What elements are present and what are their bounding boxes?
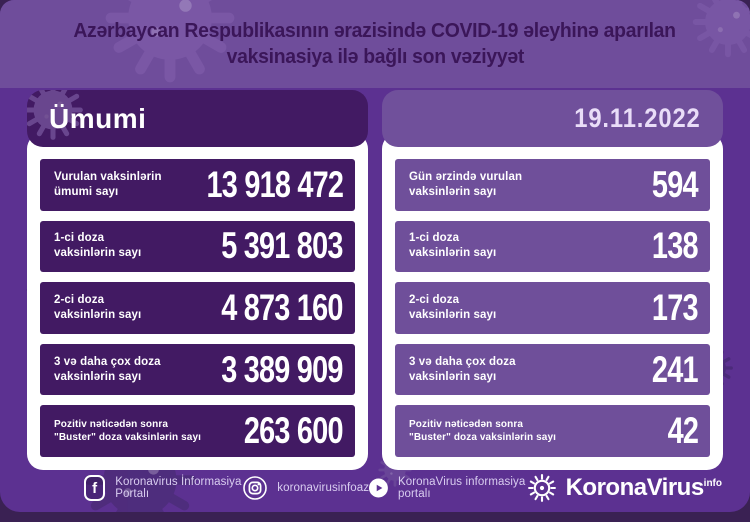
stat-row-total-vaccines: Vurulan vaksinlərin ümumi sayı 13 918 472	[40, 159, 355, 211]
stat-label: 3 və daha çox doza vaksinlərin sayı	[409, 355, 516, 383]
koronavirus-info-logo[interactable]: KoronaVirusinfo	[527, 473, 722, 503]
facebook-link[interactable]: f Koronavirus İnformasiya Portalı	[84, 475, 243, 501]
totals-card-body: Vurulan vaksinlərin ümumi sayı 13 918 472…	[27, 133, 368, 470]
stat-row-third-dose: 3 və daha çox doza vaksinlərin sayı 3 389…	[40, 343, 355, 396]
stat-label: Gün ərzində vurulan vaksinlərin sayı	[409, 170, 523, 198]
stat-row-daily-vaccines: Gün ərzində vurulan vaksinlərin sayı 594	[395, 159, 710, 211]
stat-label: Vurulan vaksinlərin ümumi sayı	[54, 170, 162, 198]
totals-card-header: Ümumi	[27, 90, 368, 147]
daily-card-header: 19.11.2022	[382, 90, 723, 147]
stat-value: 241	[652, 348, 699, 390]
stat-value: 3 389 909	[221, 348, 344, 390]
page-title-line-2: vaksinasiya ilə bağlı son vəziyyət	[226, 46, 524, 68]
facebook-label: Koronavirus İnformasiya Portalı	[115, 476, 242, 500]
stat-label: 2-ci doza vaksinlərin sayı	[54, 294, 142, 321]
logo-text: KoronaVirusinfo	[565, 474, 722, 501]
page-title-line-1: Azərbaycan Respublikasının ərazisində CO…	[73, 19, 677, 42]
daily-card-body: Gün ərzində vurulan vaksinlərin sayı 594 …	[382, 133, 723, 470]
stat-label: 1-ci doza vaksinlərin sayı	[54, 232, 142, 260]
stat-value: 138	[652, 225, 699, 267]
stat-value: 594	[652, 163, 699, 205]
stat-value: 13 918 472	[206, 163, 343, 205]
stat-label: Pozitiv nəticədən sonra "Buster" doza vak…	[409, 419, 556, 444]
facebook-icon: f	[84, 475, 106, 501]
instagram-link[interactable]: koronavirusinfoaz	[243, 476, 369, 500]
totals-title: Ümumi	[49, 102, 147, 134]
report-date: 19.11.2022	[574, 103, 701, 133]
stat-label: Pozitiv nəticədən sonra "Buster" doza vak…	[54, 419, 201, 444]
youtube-link[interactable]: KoronaVirus informasiya portalı	[369, 476, 526, 500]
stat-value: 173	[652, 286, 699, 328]
stat-value: 5 391 803	[221, 225, 344, 267]
instagram-icon	[243, 476, 268, 500]
logo-sup: info	[703, 478, 722, 489]
youtube-icon	[369, 478, 388, 498]
youtube-label: KoronaVirus informasiya portalı	[397, 476, 526, 500]
totals-card: Ümumi Vurulan vaksinlərin ümumi sayı 13 9…	[27, 90, 368, 470]
stat-label: 1-ci doza vaksinlərin sayı	[409, 232, 497, 260]
stat-value: 4 873 160	[221, 286, 344, 328]
stat-row-first-dose: 1-ci doza vaksinlərin sayı 5 391 803	[40, 220, 355, 273]
stat-row-second-dose: 2-ci doza vaksinlərin sayı 4 873 160	[40, 282, 355, 334]
stat-label: 2-ci doza vaksinlərin sayı	[409, 294, 497, 321]
daily-card: 19.11.2022 Gün ərzində vurulan vaksinləri…	[382, 90, 723, 470]
footer: f Koronavirus İnformasiya Portalı korona…	[0, 470, 750, 506]
stat-panels: Ümumi Vurulan vaksinlərin ümumi sayı 13 9…	[0, 88, 750, 470]
title-band: Azərbaycan Respublikasının ərazisində CO…	[0, 0, 750, 88]
stat-row-daily-first-dose: 1-ci doza vaksinlərin sayı 138	[395, 220, 710, 273]
stat-value: 42	[667, 410, 698, 452]
instagram-label: koronavirusinfoaz	[277, 482, 370, 494]
stat-value: 263 600	[244, 410, 344, 452]
stat-label: 3 və daha çox doza vaksinlərin sayı	[54, 355, 161, 383]
stat-row-daily-second-dose: 2-ci doza vaksinlərin sayı 173	[395, 282, 710, 334]
stat-row-daily-booster: Pozitiv nəticədən sonra "Buster" doza vak…	[395, 405, 710, 457]
stat-row-booster: Pozitiv nəticədən sonra "Buster" doza vak…	[40, 405, 355, 457]
stat-row-daily-third-dose: 3 və daha çox doza vaksinlərin sayı 241	[395, 343, 710, 396]
virus-icon	[527, 474, 556, 502]
